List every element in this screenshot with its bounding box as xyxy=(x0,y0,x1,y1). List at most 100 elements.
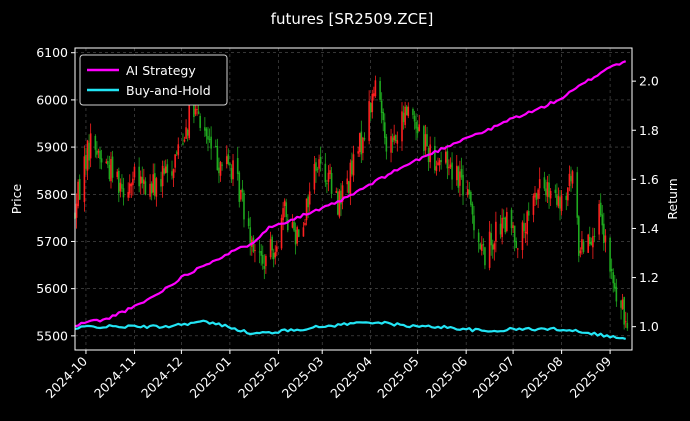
candle-body xyxy=(164,166,167,174)
candle-body xyxy=(285,202,288,218)
y-axis-right-label: Return xyxy=(665,178,680,219)
candle-body xyxy=(210,136,212,149)
candle-body xyxy=(560,195,563,212)
candle-body xyxy=(523,223,525,232)
candle-body xyxy=(413,115,416,122)
candle-body xyxy=(440,160,442,163)
candle-body xyxy=(501,217,503,238)
candle-body xyxy=(243,192,245,220)
candle-body xyxy=(534,192,536,198)
candle-body xyxy=(197,111,200,114)
candle-body xyxy=(315,162,317,172)
candle-body xyxy=(510,209,513,229)
candle-body xyxy=(119,182,122,192)
candle-body xyxy=(108,164,111,180)
candle-body xyxy=(247,218,250,227)
candle-body xyxy=(506,211,508,231)
candle-body xyxy=(127,192,129,198)
candle-body xyxy=(96,150,98,155)
candle-body xyxy=(221,164,223,166)
candle-body xyxy=(75,203,78,218)
candle-body xyxy=(238,172,241,202)
y-right-tick-label: 1.6 xyxy=(639,172,659,187)
candle-body xyxy=(272,253,275,260)
candle-body xyxy=(149,183,151,197)
x-tick-label: 2025-02 xyxy=(235,354,283,402)
candle-body xyxy=(556,194,558,205)
candle-body xyxy=(460,169,463,178)
candle-body xyxy=(186,129,189,136)
candle-body xyxy=(626,322,629,329)
candle-body xyxy=(258,251,261,253)
candle-body xyxy=(513,225,516,243)
candle-body xyxy=(451,162,453,180)
x-tick-label: 2024-10 xyxy=(43,353,91,401)
candle-body xyxy=(537,189,539,199)
candle-body xyxy=(379,81,381,100)
candle-body xyxy=(110,159,112,182)
candle-body xyxy=(348,181,350,193)
candle-body xyxy=(163,168,165,174)
candle-body xyxy=(338,191,341,217)
candle-body xyxy=(78,178,81,200)
candle-body xyxy=(346,178,349,185)
candle-body xyxy=(269,239,272,258)
candle-body xyxy=(254,250,256,252)
candle-body xyxy=(488,231,491,268)
candle-body xyxy=(468,189,471,195)
candle-body xyxy=(318,159,320,169)
x-tick-label: 2025-05 xyxy=(374,354,422,402)
legend-label-ai-strategy: AI Strategy xyxy=(126,63,196,78)
candle-body xyxy=(579,250,582,254)
candle-body xyxy=(604,235,607,243)
candle-body xyxy=(263,265,266,269)
candle-body xyxy=(360,131,363,155)
y-left-tick-label: 6100 xyxy=(36,45,68,60)
y-right-tick-label: 1.2 xyxy=(639,270,659,285)
y-right-tick-label: 2.0 xyxy=(639,74,659,89)
candle-body xyxy=(330,172,333,194)
candle-body xyxy=(382,112,385,121)
candle-body xyxy=(132,178,134,185)
candle-body xyxy=(545,188,547,196)
candle-body xyxy=(493,243,496,250)
candle-body xyxy=(308,191,311,205)
candle-body xyxy=(138,166,140,187)
candle-body xyxy=(499,223,502,235)
candle-body xyxy=(160,179,162,187)
candle-body xyxy=(587,234,589,253)
candle-body xyxy=(437,162,439,166)
x-tick-label: 2025-07 xyxy=(470,354,518,402)
candle-body xyxy=(208,138,211,140)
candle-body xyxy=(302,227,305,237)
candle-body xyxy=(130,183,133,187)
candle-body xyxy=(423,126,425,152)
candle-body xyxy=(446,151,449,169)
candle-body xyxy=(85,154,87,169)
candle-body xyxy=(554,189,557,194)
candle-body xyxy=(307,196,309,208)
candle-body xyxy=(394,135,397,142)
candle-body xyxy=(434,145,436,171)
candle-body xyxy=(143,179,145,184)
candle-body xyxy=(349,162,352,195)
candle-body xyxy=(107,161,109,165)
candle-body xyxy=(172,169,175,178)
candle-body xyxy=(161,165,164,187)
candle-body xyxy=(153,173,156,196)
candle-body xyxy=(448,166,450,169)
candle-body xyxy=(479,243,482,249)
candle-body xyxy=(89,133,92,159)
candle-body xyxy=(216,145,219,171)
chart-title: futures [SR2509.ZCE] xyxy=(271,10,434,28)
candle-body xyxy=(205,128,208,137)
candle-body xyxy=(416,127,419,134)
candle-body xyxy=(327,172,330,182)
candle-body xyxy=(155,178,158,197)
return-lines xyxy=(74,60,627,340)
candle-body xyxy=(612,272,615,284)
candle-body xyxy=(623,297,625,325)
y-left-tick-label: 5500 xyxy=(36,328,68,343)
candle-body xyxy=(449,164,452,168)
